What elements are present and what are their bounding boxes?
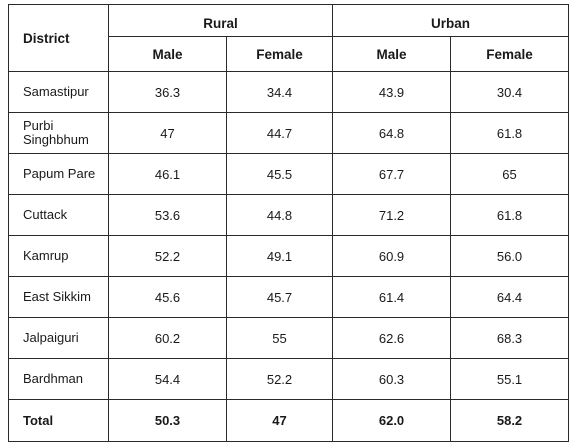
table-row: East Sikkim 45.6 45.7 61.4 64.4 <box>8 276 570 318</box>
rural-male-value: 36.3 <box>108 71 227 113</box>
rural-female-header: Female <box>225 36 334 72</box>
district-name: Cuttack <box>8 194 109 236</box>
rural-female-value: 44.8 <box>225 194 334 236</box>
total-label: Total <box>8 399 109 442</box>
urban-male-value: 71.2 <box>332 194 452 236</box>
total-rural-female-value: 47 <box>225 399 334 442</box>
rural-female-value: 45.7 <box>225 276 334 318</box>
urban-female-value: 68.3 <box>450 317 570 359</box>
rural-male-value: 47 <box>108 112 227 154</box>
rural-male-value: 53.6 <box>108 194 227 236</box>
rural-female-value: 55 <box>225 317 334 359</box>
header-row-subheaders: Male Female Male Female <box>9 36 570 72</box>
rural-female-value: 34.4 <box>225 71 334 113</box>
district-column-header: District <box>8 4 109 72</box>
total-rural-male-value: 50.3 <box>108 399 227 442</box>
urban-male-value: 62.6 <box>332 317 452 359</box>
rural-group-header: Rural <box>107 4 334 37</box>
rural-male-value: 52.2 <box>108 235 227 277</box>
rural-female-value: 44.7 <box>225 112 334 154</box>
table-row: Bardhman 54.4 52.2 60.3 55.1 <box>8 358 570 400</box>
urban-female-value: 55.1 <box>450 358 570 400</box>
urban-male-value: 60.3 <box>332 358 452 400</box>
urban-female-header: Female <box>450 36 570 72</box>
district-name: Papum Pare <box>8 153 109 195</box>
urban-male-header: Male <box>332 36 452 72</box>
table-row: Samastipur 36.3 34.4 43.9 30.4 <box>8 71 570 113</box>
header-row-groups: District Rural Urban <box>8 4 570 72</box>
total-urban-male-value: 62.0 <box>332 399 452 442</box>
district-table: District Rural Urban Male Female Male Fe… <box>8 4 570 442</box>
district-name: Bardhman <box>8 358 109 400</box>
district-name: East Sikkim <box>8 276 109 318</box>
district-name: Samastipur <box>8 71 109 113</box>
table-row: Papum Pare 46.1 45.5 67.7 65 <box>8 153 570 195</box>
table-row: Cuttack 53.6 44.8 71.2 61.8 <box>8 194 570 236</box>
urban-female-value: 61.8 <box>450 194 570 236</box>
rural-female-value: 49.1 <box>225 235 334 277</box>
urban-female-value: 56.0 <box>450 235 570 277</box>
district-name: Jalpaiguri <box>8 317 109 359</box>
rural-male-value: 54.4 <box>108 358 227 400</box>
rural-female-value: 52.2 <box>225 358 334 400</box>
urban-male-value: 61.4 <box>332 276 452 318</box>
urban-male-value: 64.8 <box>332 112 452 154</box>
urban-male-value: 67.7 <box>332 153 452 195</box>
urban-male-value: 43.9 <box>332 71 452 113</box>
urban-female-value: 64.4 <box>450 276 570 318</box>
district-name: Kamrup <box>8 235 109 277</box>
table-row: Purbi Singhbhum 47 44.7 64.8 61.8 <box>8 112 570 154</box>
rural-female-value: 45.5 <box>225 153 334 195</box>
table-row: Jalpaiguri 60.2 55 62.6 68.3 <box>8 317 570 359</box>
urban-group-header: Urban <box>332 4 570 37</box>
total-row: Total 50.3 47 62.0 58.2 <box>8 399 570 442</box>
urban-female-value: 30.4 <box>450 71 570 113</box>
table-row: Kamrup 52.2 49.1 60.9 56.0 <box>8 235 570 277</box>
rural-male-value: 60.2 <box>108 317 227 359</box>
urban-female-value: 65 <box>450 153 570 195</box>
total-urban-female-value: 58.2 <box>450 399 570 442</box>
district-name: Purbi Singhbhum <box>8 112 109 154</box>
rural-male-value: 46.1 <box>108 153 227 195</box>
urban-female-value: 61.8 <box>450 112 570 154</box>
urban-male-value: 60.9 <box>332 235 452 277</box>
district-literacy-table-container: District Rural Urban Male Female Male Fe… <box>8 4 570 442</box>
rural-male-value: 45.6 <box>108 276 227 318</box>
rural-male-header: Male <box>108 36 227 72</box>
